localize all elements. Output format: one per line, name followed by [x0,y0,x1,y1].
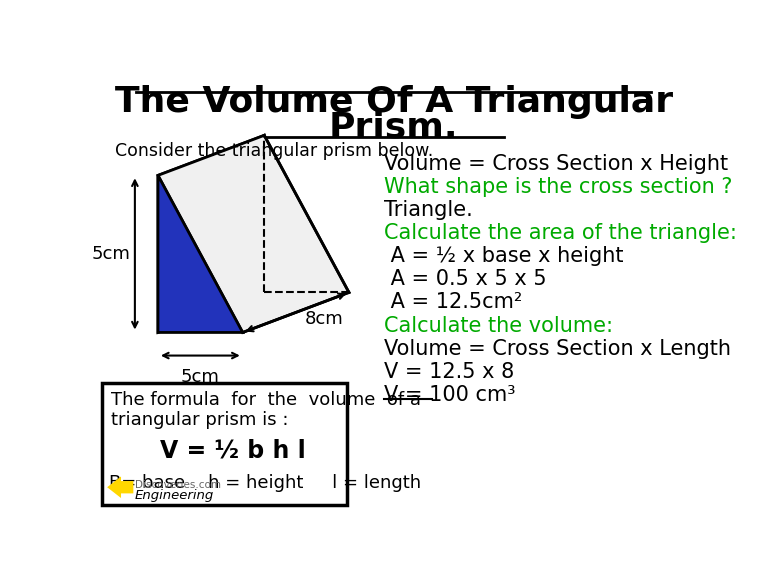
Text: 5cm: 5cm [181,368,220,386]
Polygon shape [108,476,134,498]
Text: Consider the triangular prism below.: Consider the triangular prism below. [115,142,433,160]
Text: V = 100 cm³: V = 100 cm³ [384,385,516,405]
Text: Prism.: Prism. [329,111,458,145]
Bar [102,383,346,505]
Polygon shape [158,135,264,332]
Text: V = ½ b h l: V = ½ b h l [160,439,305,463]
Text: Triangle.: Triangle. [384,200,473,220]
Text: A = 0.5 x 5 x 5: A = 0.5 x 5 x 5 [384,270,547,289]
Text: A = ½ x base x height: A = ½ x base x height [384,246,624,266]
Text: Discoveries.com: Discoveries.com [135,480,221,490]
Text: Volume = Cross Section x Length: Volume = Cross Section x Length [384,339,731,359]
Text: The Volume Of A Triangular: The Volume Of A Triangular [114,85,673,119]
Polygon shape [158,175,243,332]
Text: The formula  for  the  volume  of a: The formula for the volume of a [111,391,421,409]
Text: triangular prism is :: triangular prism is : [111,411,289,429]
Text: Calculate the area of the triangle:: Calculate the area of the triangle: [384,223,737,243]
Polygon shape [158,135,349,332]
Text: B= base    h = height     l = length: B= base h = height l = length [110,474,422,492]
Text: A = 12.5cm²: A = 12.5cm² [384,293,523,312]
Text: 5cm: 5cm [91,245,131,263]
Text: V = 12.5 x 8: V = 12.5 x 8 [384,362,515,382]
Text: What shape is the cross section ?: What shape is the cross section ? [384,177,733,197]
Text: Calculate the volume:: Calculate the volume: [384,316,614,335]
Text: Volume = Cross Section x Height: Volume = Cross Section x Height [384,154,729,174]
Text: Engineering: Engineering [135,489,214,502]
Text: 8cm: 8cm [305,310,344,328]
